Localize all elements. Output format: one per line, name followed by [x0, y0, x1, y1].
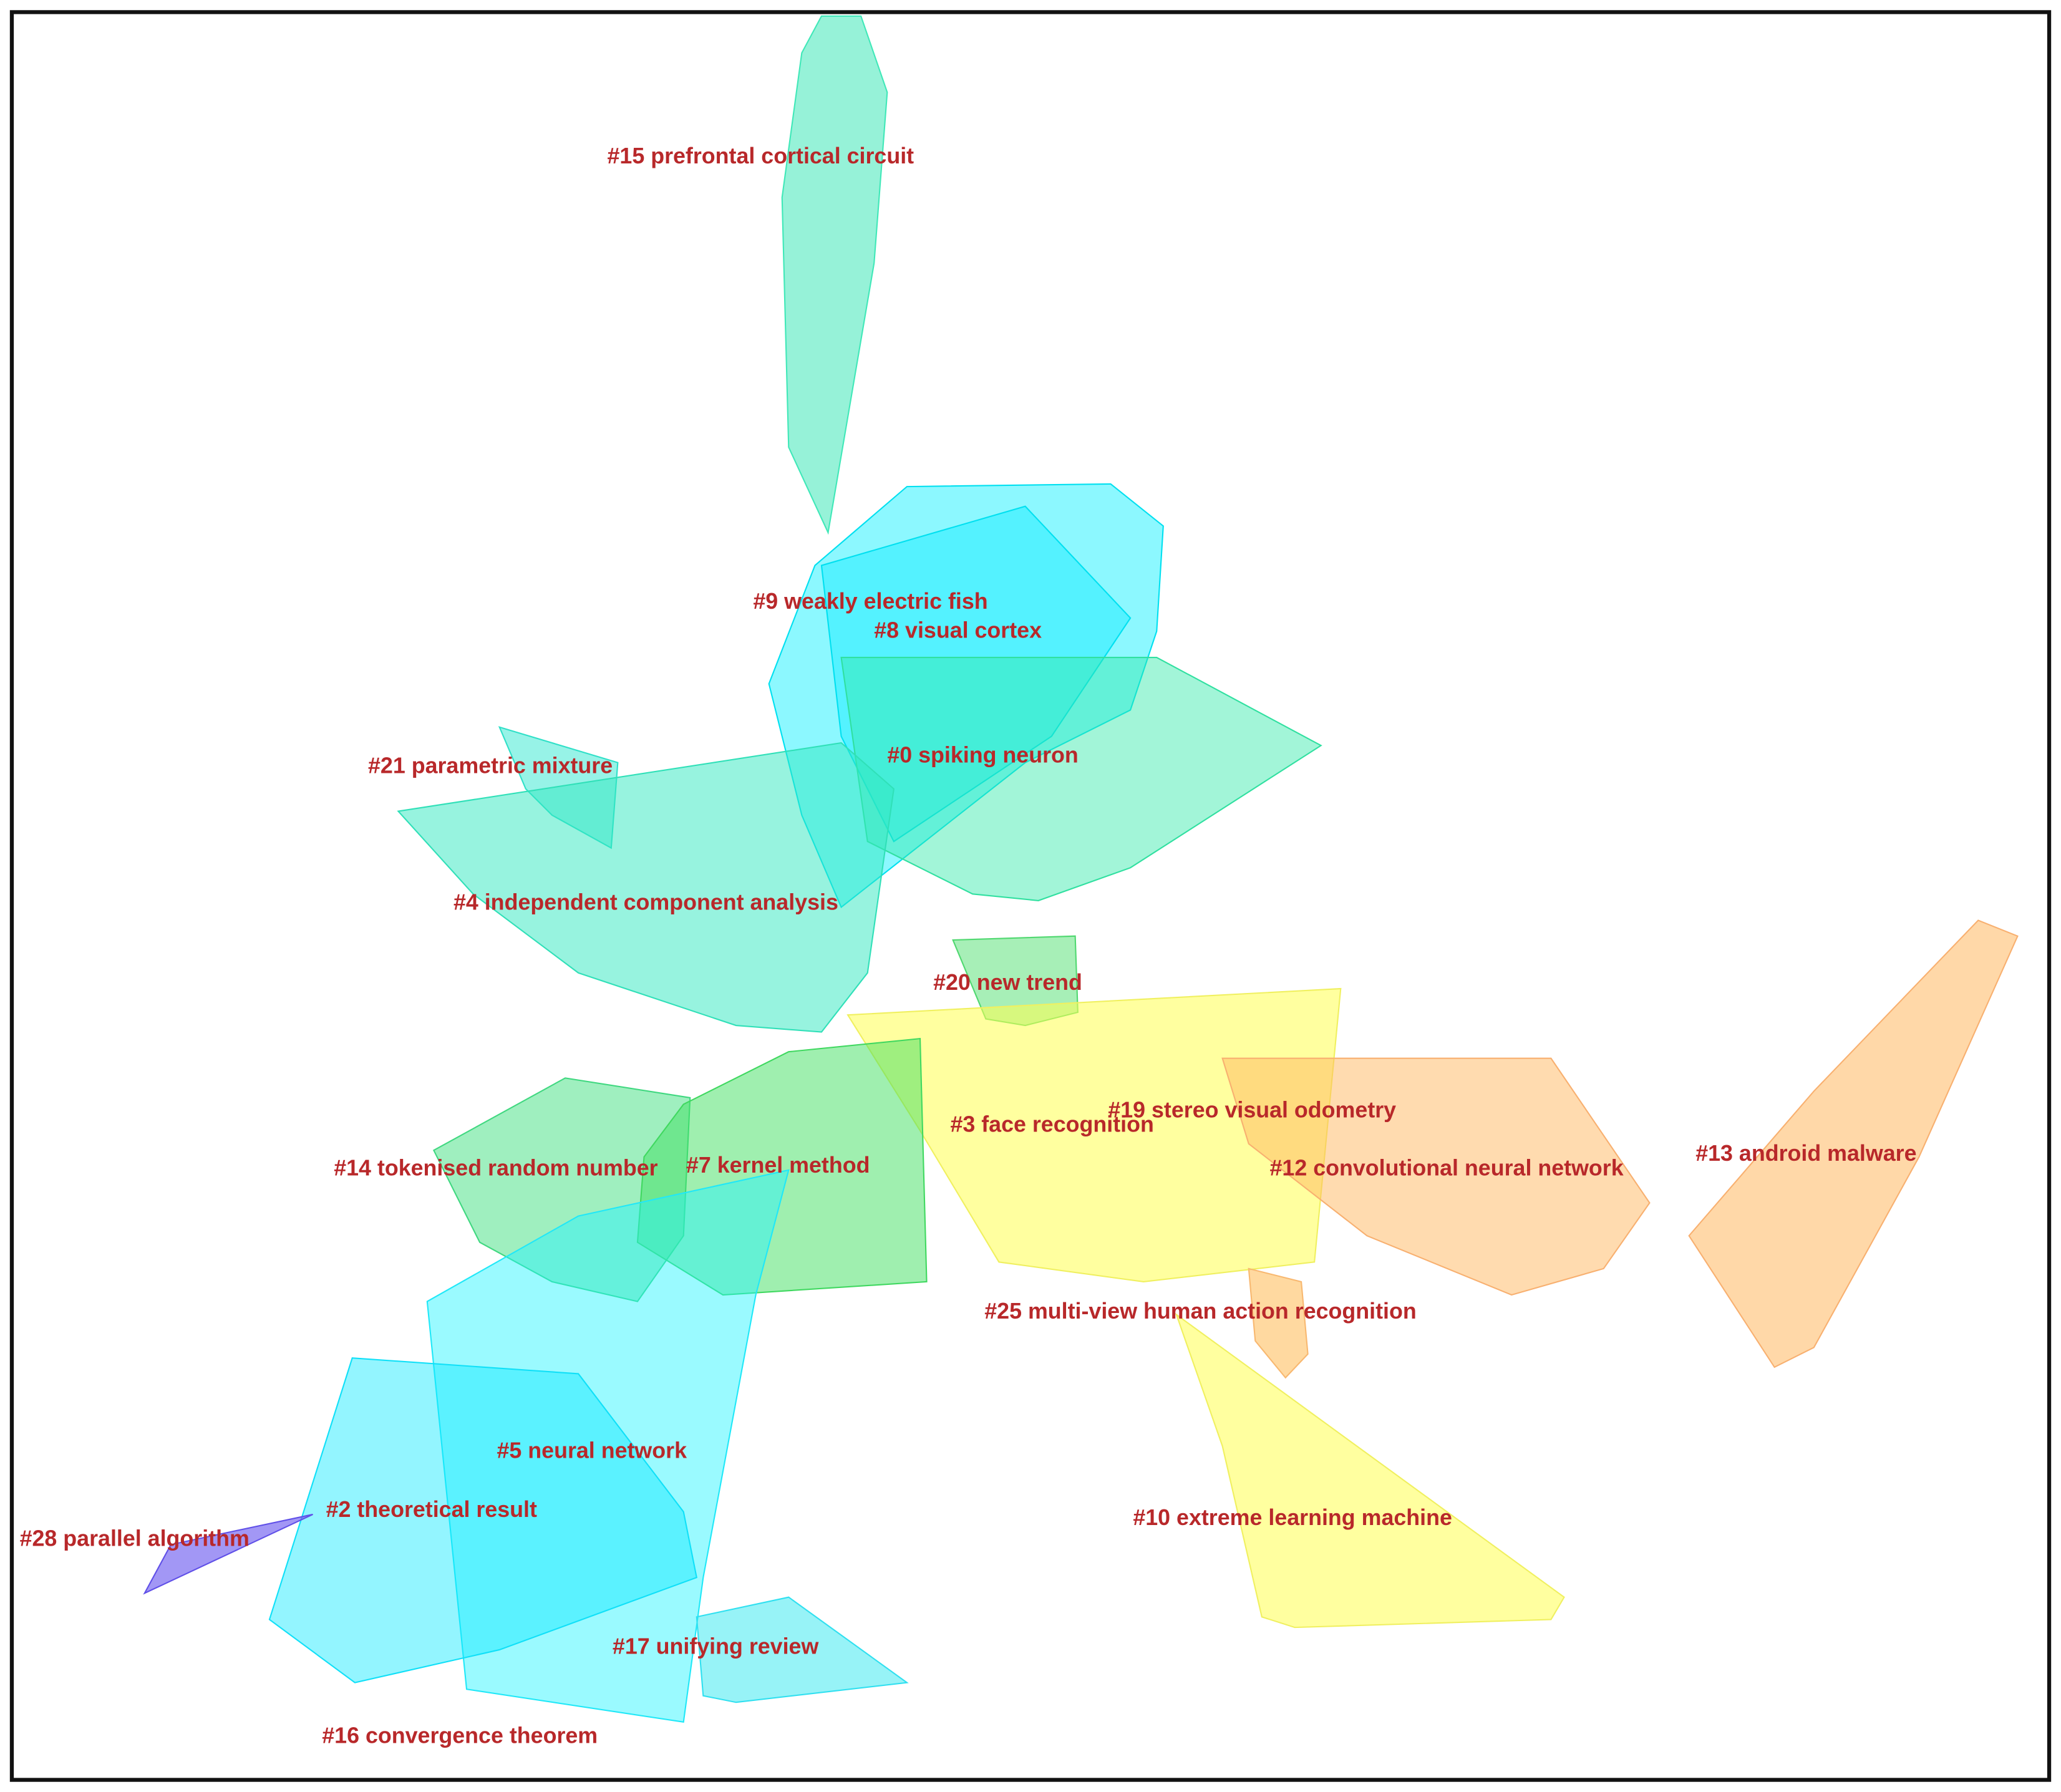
- labels: #15 prefrontal cortical circuit #9 weakl…: [20, 143, 1917, 1748]
- cluster-label: #4 independent component analysis: [453, 890, 838, 915]
- hull-8: [820, 505, 1132, 843]
- hull-25: [1248, 1267, 1309, 1379]
- cluster-label: #12 convolutional neural network: [1270, 1155, 1624, 1180]
- hull-15: [781, 15, 888, 535]
- cluster-label: #21 parametric mixture: [368, 753, 613, 778]
- cluster-label: #8 visual cortex: [874, 618, 1042, 642]
- hull-7: [636, 1037, 928, 1296]
- hull-4: [397, 742, 895, 1033]
- cluster-label: #16 convergence theorem: [322, 1723, 598, 1748]
- cluster-label: #5 neural network: [497, 1438, 687, 1463]
- cluster-label: #3 face recognition: [950, 1112, 1153, 1137]
- cluster-label: #2 theoretical result: [326, 1497, 537, 1522]
- cluster-label: #17 unifying review: [613, 1634, 819, 1659]
- hulls: [143, 15, 2019, 1723]
- cluster-label: #20 new trend: [933, 970, 1082, 995]
- hull-13: [1688, 919, 2019, 1368]
- cluster-label: #25 multi-view human action recognition: [984, 1299, 1417, 1324]
- cluster-label: #13 android malware: [1695, 1141, 1916, 1166]
- cluster-label: #9 weakly electric fish: [753, 589, 987, 614]
- hull-5: [426, 1169, 790, 1723]
- cluster-label: #7 kernel method: [686, 1153, 870, 1178]
- hull-2: [268, 1357, 697, 1683]
- cluster-label: #0 spiking neuron: [887, 743, 1078, 768]
- hull-12: [1221, 1057, 1651, 1296]
- hull-10: [1175, 1312, 1565, 1629]
- cluster-label: #15 prefrontal cortical circuit: [608, 143, 914, 168]
- frame: [9, 10, 2052, 1782]
- hull-28: [143, 1513, 313, 1595]
- hull-17: [696, 1596, 909, 1703]
- cluster-label: #28 parallel algorithm: [20, 1526, 250, 1551]
- cluster-label: #19 stereo visual odometry: [1108, 1098, 1396, 1123]
- hull-14: [432, 1077, 691, 1302]
- cluster-label: #10 extreme learning machine: [1133, 1505, 1452, 1530]
- cluster-label: #14 tokenised random number: [334, 1155, 657, 1180]
